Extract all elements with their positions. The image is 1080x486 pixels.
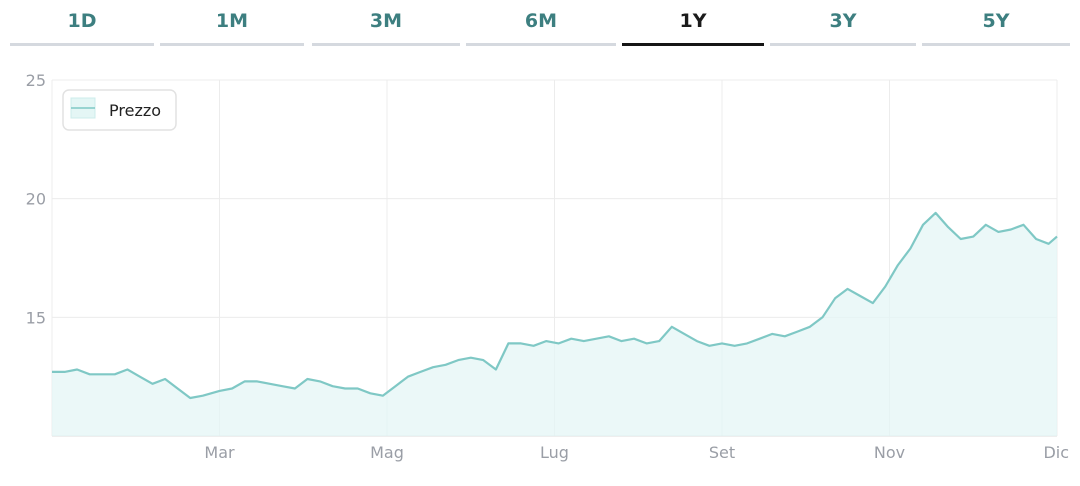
x-tick-label: Dic	[1043, 443, 1069, 462]
tab-underline	[10, 43, 154, 46]
series-line-prezzo	[52, 211, 1058, 400]
y-tick-label: 15	[26, 308, 46, 327]
tab-3y[interactable]: 3Y	[770, 0, 916, 48]
tab-label: 3Y	[829, 10, 857, 32]
tab-label: 3M	[369, 10, 403, 32]
series-area	[52, 211, 1058, 436]
tab-label: 1M	[215, 10, 249, 32]
price-chart: 15 20 25 Mar Mag Lug Set Nov Dic Prezzo	[26, 71, 1069, 462]
x-tick-label: Set	[709, 443, 735, 462]
legend[interactable]: Prezzo	[62, 89, 177, 131]
y-tick-label: 25	[26, 71, 46, 90]
y-tick-label: 20	[26, 190, 46, 209]
tab-1y[interactable]: 1Y	[622, 0, 764, 48]
tab-label: 1Y	[679, 10, 707, 32]
tab-6m[interactable]: 6M	[466, 0, 616, 48]
tab-1d[interactable]: 1D	[10, 0, 154, 48]
tab-5y[interactable]: 5Y	[922, 0, 1070, 48]
tab-1m[interactable]: 1M	[160, 0, 304, 48]
tab-underline	[312, 43, 460, 46]
tab-underline	[770, 43, 916, 46]
x-tick-label: Mag	[370, 443, 404, 462]
x-tick-label: Nov	[874, 443, 905, 462]
tab-underline	[466, 43, 616, 46]
tab-label: 1D	[67, 10, 97, 32]
tab-3m[interactable]: 3M	[312, 0, 460, 48]
axis-labels: 15 20 25 Mar Mag Lug Set Nov Dic	[26, 71, 1069, 462]
legend-label: Prezzo	[109, 101, 161, 120]
timeframe-tabs: 1D 1M 3M 6M 1Y 3Y 5Y	[0, 0, 1080, 48]
x-tick-label: Lug	[540, 443, 569, 462]
tab-label: 6M	[524, 10, 558, 32]
tab-label: 5Y	[982, 10, 1010, 32]
tab-underline	[922, 43, 1070, 46]
tab-underline-active	[622, 43, 764, 46]
tab-underline	[160, 43, 304, 46]
series-fill-prezzo	[52, 212, 1057, 436]
x-tick-label: Mar	[204, 443, 235, 462]
